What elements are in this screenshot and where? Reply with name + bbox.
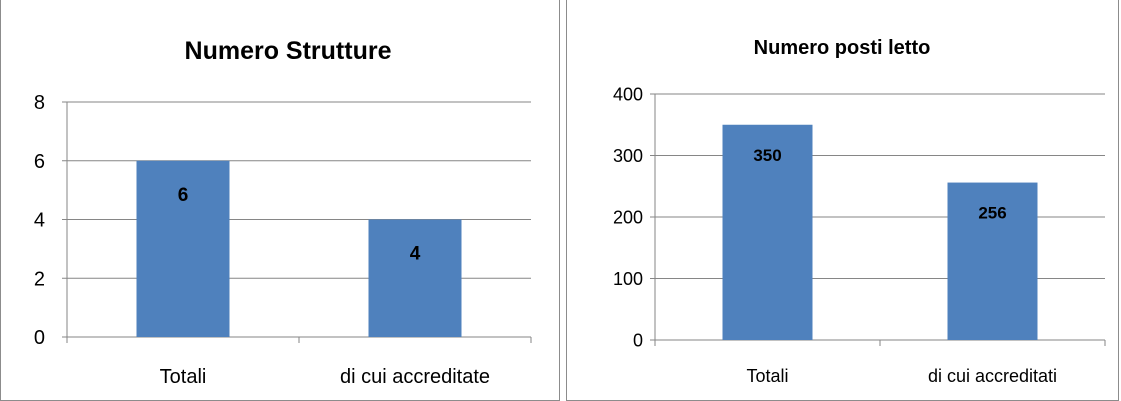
data-label: 4 (410, 244, 421, 265)
category-label: Totali (160, 366, 207, 388)
y-tick-label: 6 (34, 151, 45, 173)
y-tick-label: 0 (633, 330, 643, 350)
bar (722, 124, 813, 340)
y-tick-label: 300 (613, 146, 643, 166)
y-tick-label: 100 (613, 269, 643, 289)
bar (947, 182, 1038, 340)
data-label: 350 (753, 146, 781, 165)
chart-panel-beds: Numero posti letto 0 100 200 300 400 350 Totali… (566, 0, 1119, 401)
bar (136, 160, 230, 337)
data-label: 256 (978, 204, 1006, 223)
y-tick-label: 0 (34, 327, 45, 349)
data-label: 6 (178, 185, 189, 206)
category-label: Totali (746, 366, 788, 386)
bar-chart-beds: Numero posti letto 0 100 200 300 400 350 Totali… (613, 37, 1106, 386)
category-label: di cui accreditati (928, 366, 1057, 386)
y-tick-label: 400 (613, 84, 643, 104)
chart-panel-structures: Numero Strutture 0 2 4 6 8 6 Totali 4 di cui accr… (0, 0, 560, 401)
category-label: di cui accreditate (340, 366, 490, 388)
y-tick-label: 4 (34, 210, 45, 232)
y-tick-label: 8 (34, 92, 45, 114)
bar-chart-structures: Numero Strutture 0 2 4 6 8 6 Totali 4 di cui accr… (34, 37, 532, 388)
y-tick-label: 2 (34, 268, 45, 290)
y-tick-label: 200 (613, 207, 643, 227)
chart-title: Numero posti letto (754, 37, 931, 59)
bar (368, 219, 462, 337)
chart-title: Numero Strutture (185, 37, 392, 65)
